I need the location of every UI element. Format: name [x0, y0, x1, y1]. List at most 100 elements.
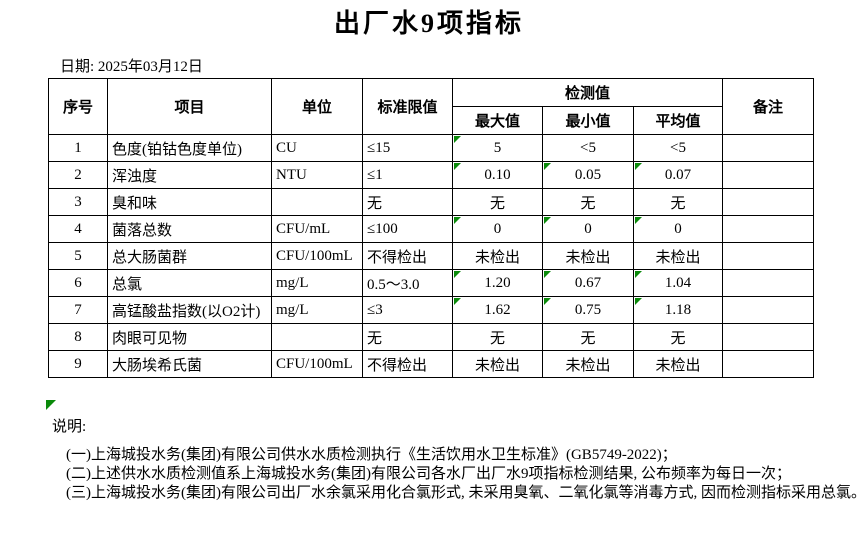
- cell-max-text: 未检出: [474, 249, 520, 266]
- cell-avg-text: 无: [670, 330, 686, 347]
- cell-limit: ≤1: [362, 161, 453, 189]
- cell-unit: [271, 323, 363, 351]
- text-format-flag-icon: [635, 298, 642, 305]
- cell-seq: 8: [48, 323, 108, 351]
- cell-unit-text: CU: [276, 139, 297, 156]
- cell-item-text: 高锰酸盐指数(以O2计): [112, 303, 261, 320]
- cell-item: 浑浊度: [107, 161, 272, 189]
- cell-max: 1.20: [452, 269, 543, 297]
- cell-item-text: 总氯: [112, 276, 143, 293]
- cell-item-text: 总大肠菌群: [112, 249, 188, 266]
- cell-avg: 0: [632, 215, 724, 243]
- cell-unit: mg/L: [271, 269, 363, 297]
- cell-min: 无: [542, 188, 634, 216]
- table-row: 9 大肠埃希氏菌 CFU/100mL 不得检出 未检出 未检出 未检出: [48, 350, 815, 378]
- cell-unit: NTU: [271, 161, 363, 189]
- cell-item: 大肠埃希氏菌: [107, 350, 272, 378]
- cell-max-text: 1.20: [484, 274, 511, 291]
- cell-remark: [722, 188, 815, 216]
- cell-avg-text: 未检出: [655, 249, 701, 266]
- cell-item: 高锰酸盐指数(以O2计): [107, 296, 272, 324]
- cell-unit-text: mg/L: [276, 274, 309, 291]
- cell-seq: 5: [48, 242, 108, 270]
- cell-limit-text: 0.5～3.0: [367, 276, 420, 293]
- cell-seq: 6: [48, 269, 108, 297]
- cell-seq: 2: [48, 161, 108, 189]
- cell-max-text: 0: [493, 220, 502, 237]
- col-header-unit: 单位: [271, 78, 363, 135]
- table-row: 2 浑浊度 NTU ≤1 0.10 0.05 0.07: [48, 161, 815, 189]
- cell-unit-text: CFU/100mL: [276, 355, 353, 372]
- text-format-flag-icon: [454, 136, 461, 143]
- cell-min-text: 0.67: [574, 274, 602, 291]
- cell-seq: 1: [48, 134, 108, 162]
- cell-item: 肉眼可见物: [107, 323, 272, 351]
- cell-limit-text: 无: [367, 330, 383, 347]
- cell-limit: 0.5～3.0: [362, 269, 453, 297]
- cell-seq-text: 5: [74, 247, 82, 264]
- cell-min: 未检出: [542, 350, 634, 378]
- cell-limit: 无: [362, 323, 453, 351]
- cell-unit-text: mg/L: [276, 301, 309, 318]
- cell-limit-text: 无: [367, 195, 383, 212]
- cell-max: 未检出: [452, 350, 543, 378]
- cell-max-text: 无: [489, 195, 505, 212]
- cell-unit: CU: [271, 134, 363, 162]
- cell-avg: 未检出: [632, 242, 724, 270]
- cell-limit-text: ≤15: [367, 139, 391, 156]
- cell-item-text: 肉眼可见物: [112, 330, 188, 347]
- col-header-item: 项目: [107, 78, 272, 135]
- cell-limit: ≤100: [362, 215, 453, 243]
- cell-min-text: 无: [580, 330, 596, 347]
- cell-remark: [722, 269, 815, 297]
- cell-limit-text: ≤100: [367, 220, 398, 237]
- cell-limit: 无: [362, 188, 453, 216]
- cell-limit: ≤3: [362, 296, 453, 324]
- cell-max: 无: [452, 188, 543, 216]
- cell-min-text: <5: [580, 139, 596, 156]
- cell-avg: 无: [632, 323, 724, 351]
- cell-remark: [722, 350, 815, 378]
- cell-unit: CFU/mL: [271, 215, 363, 243]
- cell-unit: mg/L: [271, 296, 363, 324]
- cell-seq-text: 9: [74, 355, 82, 372]
- cell-avg-text: <5: [670, 139, 686, 156]
- cell-remark: [722, 323, 815, 351]
- col-header-detection-group: 检测值: [451, 78, 724, 107]
- cell-max: 无: [452, 323, 543, 351]
- cell-seq-text: 3: [74, 193, 82, 210]
- table-row: 8 肉眼可见物 无 无 无 无: [48, 323, 815, 351]
- text-format-flag-icon: [544, 163, 551, 170]
- cell-item-text: 菌落总数: [112, 222, 173, 239]
- cell-unit-text: CFU/mL: [276, 220, 331, 237]
- cell-max-text: 0.10: [484, 166, 511, 183]
- cell-limit: 不得检出: [362, 350, 453, 378]
- cell-min-text: 无: [580, 195, 596, 212]
- table-row: 6 总氯 mg/L 0.5～3.0 1.20 0.67 1.04: [48, 269, 815, 297]
- cell-item: 总氯: [107, 269, 272, 297]
- note-line-3: (三)上海城投水务(集团)有限公司出厂水余氯采用化合氯形式, 未采用臭氧、二氧化…: [66, 485, 858, 501]
- cell-avg-text: 未检出: [655, 357, 701, 374]
- comment-flag-icon: [46, 400, 56, 410]
- cell-limit: ≤15: [362, 134, 453, 162]
- cell-limit-text: 不得检出: [367, 249, 428, 266]
- cell-min-text: 未检出: [565, 249, 611, 266]
- col-header-avg: 平均值: [632, 106, 724, 135]
- cell-remark: [722, 161, 815, 189]
- cell-seq: 3: [48, 188, 108, 216]
- text-format-flag-icon: [544, 298, 551, 305]
- cell-item: 色度(铂钴色度单位): [107, 134, 272, 162]
- cell-item: 菌落总数: [107, 215, 272, 243]
- col-header-min: 最小值: [542, 106, 634, 135]
- cell-avg-text: 无: [670, 195, 686, 212]
- table-row: 5 总大肠菌群 CFU/100mL 不得检出 未检出 未检出 未检出: [48, 242, 815, 270]
- text-format-flag-icon: [635, 271, 642, 278]
- text-format-flag-icon: [454, 217, 461, 224]
- cell-avg: 未检出: [632, 350, 724, 378]
- cell-avg: <5: [632, 134, 724, 162]
- cell-max: 0.10: [452, 161, 543, 189]
- text-format-flag-icon: [544, 271, 551, 278]
- col-header-remark: 备注: [722, 78, 815, 135]
- col-header-max: 最大值: [452, 106, 543, 135]
